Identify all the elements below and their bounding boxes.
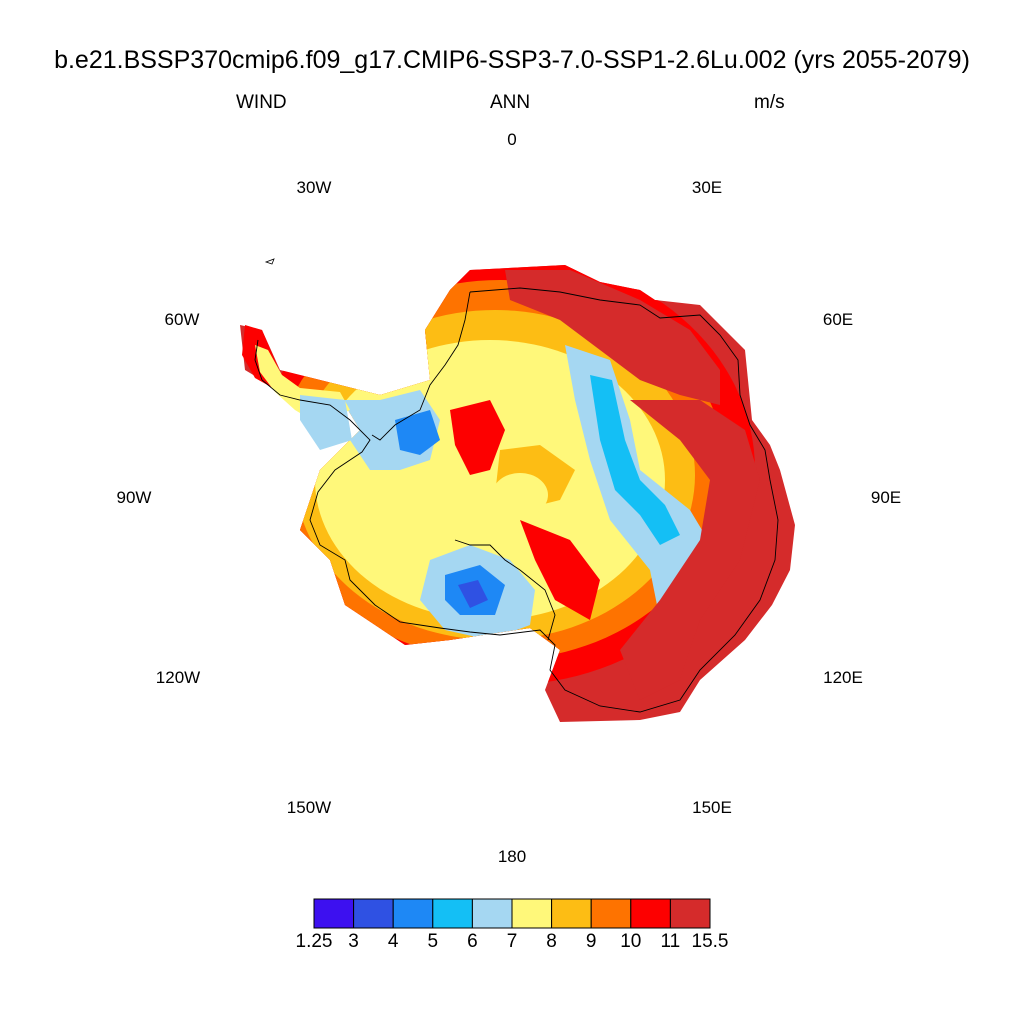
colorbar-label-4: 6: [467, 931, 478, 952]
colorbar-box-1: [353, 898, 394, 929]
coastline: [254, 287, 779, 713]
lon-label-30w: 30W: [296, 178, 332, 197]
colorbar-label-2: 4: [387, 931, 399, 952]
plot-title: b.e21.BSSP370cmip6.f09_g17.CMIP6-SSP3-7.…: [54, 46, 970, 74]
lon-label-90e: 90E: [870, 488, 902, 507]
colorbar-box-8: [630, 898, 671, 929]
colorbar-label-7: 9: [585, 931, 597, 952]
lon-label-150e: 150E: [692, 798, 732, 817]
lon-label-150w: 150W: [286, 798, 332, 817]
lon-label-60e: 60E: [822, 310, 854, 329]
colorbar-label-9: 11: [660, 931, 681, 952]
peninsula-field: [242, 325, 352, 450]
wind-arm-north: [450, 400, 505, 475]
colorbar-label-8: 10: [620, 931, 642, 952]
lon-label-0: 0: [507, 130, 517, 149]
lon-label-90w: 90W: [116, 488, 152, 507]
variable-label: WIND: [236, 92, 287, 113]
lon-label-120w: 120W: [155, 668, 201, 687]
wind-arm-south: [520, 520, 600, 620]
wind-pole-center: [492, 473, 548, 517]
wind-streak-south-minimum: [458, 580, 488, 608]
wind-streak-west-core: [395, 410, 440, 455]
wind-arm-north-east: [505, 270, 720, 405]
colorbar-box-7: [590, 898, 632, 929]
colorbar-label-0: 1.25: [295, 931, 333, 952]
colorbar-box-0: [313, 898, 355, 929]
colorbar-box-3: [432, 898, 473, 929]
colorbar-label-6: 8: [546, 931, 557, 952]
colorbar-label-10: 15.5: [691, 931, 729, 952]
colorbar-box-4: [471, 898, 513, 929]
colorbar-box-9: [669, 898, 711, 929]
wind-streak-east-core: [590, 375, 680, 545]
units-label: m/s: [754, 92, 785, 113]
colorbar-label-3: 5: [427, 931, 439, 952]
lon-label-30e: 30E: [691, 178, 723, 197]
colorbar-label-5: 7: [506, 931, 518, 952]
colorbar-box-5: [511, 898, 553, 929]
lon-label-120e: 120E: [823, 668, 863, 687]
island-marker: [264, 258, 275, 265]
colorbar-box-2: [392, 898, 434, 929]
colorbar-label-1: 3: [348, 931, 359, 952]
period-label: ANN: [490, 92, 531, 113]
colorbar-box-6: [551, 898, 592, 929]
lon-label-60w: 60W: [164, 310, 200, 329]
wind-arm-east: [620, 400, 760, 700]
lon-label-180: 180: [497, 847, 527, 866]
